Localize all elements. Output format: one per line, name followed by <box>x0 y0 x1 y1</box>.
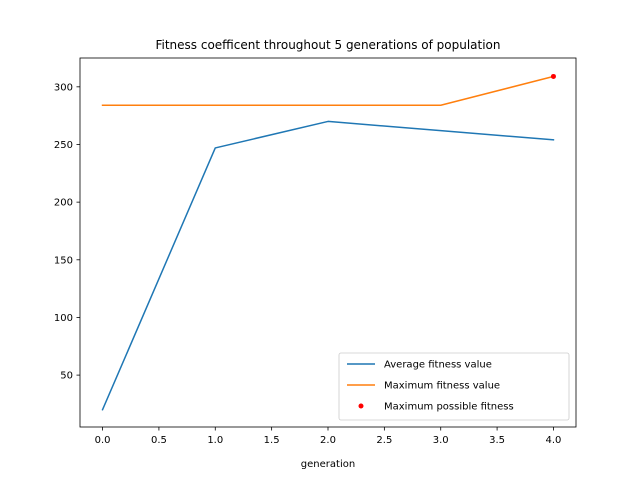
legend-label-0: Average fitness value <box>384 360 492 371</box>
x-tick-label-7: 3.5 <box>489 435 505 446</box>
series-line-0 <box>101 120 555 411</box>
x-tick-label-2: 1.0 <box>207 435 223 446</box>
series-point-2-0 <box>550 73 556 79</box>
x-tick-label-5: 2.5 <box>376 435 392 446</box>
y-tick-label-2: 150 <box>54 255 73 266</box>
y-tick-label-4: 250 <box>54 140 73 151</box>
x-tick-label-8: 4.0 <box>546 435 562 446</box>
x-tick-label-0: 0.0 <box>95 435 111 446</box>
y-tick-label-3: 200 <box>54 198 73 209</box>
chart-title: Fitness coefficent throughout 5 generati… <box>155 38 500 52</box>
y-tick-label-1: 100 <box>54 313 73 324</box>
x-tick-label-3: 1.5 <box>264 435 280 446</box>
series-line-1 <box>101 75 555 107</box>
x-tick-label-6: 3.0 <box>433 435 449 446</box>
plot-area: 0.0 0.5 1.0 1.5 2.0 2.5 3.0 3.5 4.0 50 100 150 200 25… <box>54 57 577 446</box>
x-tick-label-4: 2.0 <box>320 435 336 446</box>
legend: Average fitness value Maximum fitness val… <box>338 352 570 421</box>
legend-label-1: Maximum fitness value <box>384 381 500 392</box>
legend-swatch-2 <box>358 403 364 409</box>
legend-box <box>338 352 570 421</box>
y-tick-label-5: 300 <box>54 82 73 93</box>
x-axis-label: generation <box>301 459 355 470</box>
y-tick-label-0: 50 <box>60 371 73 382</box>
legend-label-2: Maximum possible fitness <box>384 402 514 413</box>
x-tick-label-1: 0.5 <box>151 435 167 446</box>
